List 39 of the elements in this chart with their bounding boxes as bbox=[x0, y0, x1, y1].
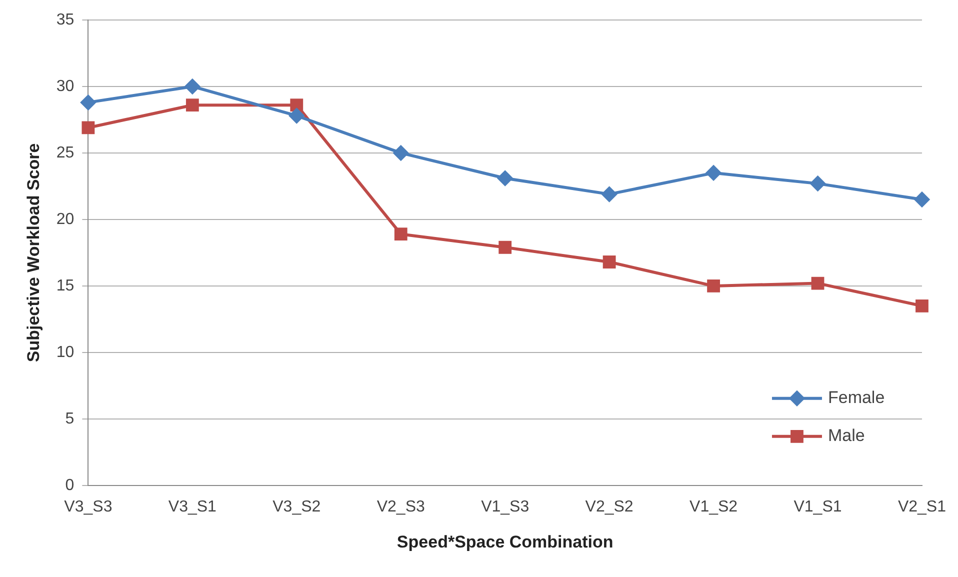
y-tick-label: 10 bbox=[56, 344, 74, 361]
point bbox=[289, 108, 304, 124]
x-tick-label: V3_S3 bbox=[64, 498, 112, 516]
point bbox=[393, 145, 408, 160]
x-tick-label: V1_S2 bbox=[690, 498, 738, 516]
point bbox=[394, 228, 408, 241]
y-tick-label: 15 bbox=[56, 277, 74, 294]
legend-label: Female bbox=[828, 388, 885, 408]
point bbox=[707, 279, 720, 292]
legend-label: Male bbox=[828, 426, 865, 446]
point bbox=[914, 192, 930, 208]
y-tick-label: 30 bbox=[56, 78, 74, 95]
x-tick-label: V1_S3 bbox=[481, 498, 530, 516]
point bbox=[706, 165, 722, 180]
point bbox=[602, 186, 617, 202]
point bbox=[80, 94, 96, 110]
x-tick-label: V2_S3 bbox=[376, 498, 425, 516]
y-tick-label: 0 bbox=[65, 476, 74, 494]
x-tick-label: V3_S1 bbox=[168, 498, 217, 516]
x-tick-label: V1_S1 bbox=[794, 498, 842, 516]
point bbox=[82, 121, 95, 134]
y-tick-label: 35 bbox=[56, 11, 74, 28]
point bbox=[916, 299, 928, 312]
point bbox=[186, 98, 199, 112]
point bbox=[498, 240, 512, 254]
y-tick-label: 5 bbox=[65, 410, 74, 428]
y-tick-label: 25 bbox=[56, 144, 74, 162]
point bbox=[498, 170, 513, 186]
x-tick-label: V2_S1 bbox=[898, 498, 946, 516]
x-tick-label: V3_S2 bbox=[272, 498, 321, 516]
x-tick-label: V2_S2 bbox=[585, 498, 634, 516]
point bbox=[602, 256, 616, 268]
point bbox=[290, 98, 304, 112]
y-tick-label: 20 bbox=[56, 210, 74, 228]
point bbox=[810, 176, 826, 192]
point bbox=[811, 276, 824, 290]
x-axis-title: Speed*Space Combination bbox=[396, 532, 614, 552]
y-axis-title: Subjective Workload Score bbox=[24, 143, 43, 362]
point bbox=[184, 78, 200, 94]
